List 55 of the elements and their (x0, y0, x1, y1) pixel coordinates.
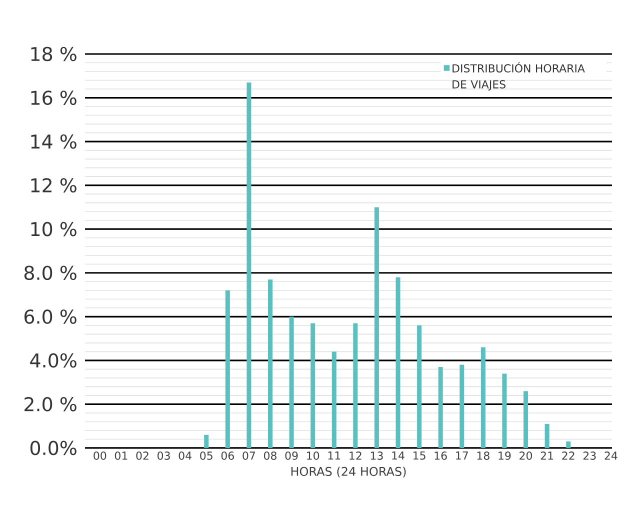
bar (204, 434, 209, 448)
x-tick-label: 10 (307, 452, 320, 460)
y-tick-label: 18 % (31, 46, 76, 62)
legend-label: DISTRIBUCIÓN HORARIA DE VIAJES (452, 62, 585, 91)
bar (460, 364, 464, 448)
bar (310, 323, 316, 448)
bar (353, 323, 358, 448)
y-tick-label: 14 % (31, 134, 76, 149)
x-tick-label: 24 (604, 452, 618, 460)
y-tick-label: 4.0% (30, 353, 76, 368)
x-tick-label: 05 (200, 452, 212, 460)
bar (268, 279, 272, 448)
bar (566, 441, 571, 448)
x-tick-label: 09 (285, 452, 298, 460)
x-tick-label: 00 (94, 452, 106, 460)
y-tick-label: 6.0 % (24, 309, 76, 324)
x-tick-label: 16 (434, 452, 447, 460)
bar (246, 82, 252, 448)
y-tick-label: 10 % (31, 222, 76, 236)
x-tick-label: 12 (350, 452, 362, 460)
x-tick-label: 19 (498, 452, 511, 460)
x-tick-label: 06 (221, 452, 234, 460)
bar (289, 316, 294, 448)
y-tick-label: 8.0 % (24, 266, 76, 280)
y-tick-label: 12 % (31, 178, 76, 193)
y-tick-label: 2.0 % (24, 397, 76, 412)
bar (524, 391, 528, 448)
x-tick-label: 04 (178, 452, 192, 460)
x-tick-label: 02 (136, 452, 148, 460)
x-tick-label: 17 (456, 452, 468, 460)
x-tick-label: 14 (392, 452, 404, 460)
bar (225, 290, 230, 448)
bar (332, 352, 336, 448)
x-tick-label: 20 (520, 452, 532, 460)
x-tick-label: 23 (583, 452, 596, 460)
x-tick-label: 08 (264, 452, 276, 460)
x-tick-label: 13 (370, 452, 383, 460)
x-tick-label: 21 (540, 452, 554, 460)
x-tick-label: 15 (414, 452, 426, 460)
x-axis-title: HORAS (24 HORAS) (291, 466, 406, 478)
x-tick-label: 22 (562, 452, 574, 460)
x-tick-label: 07 (242, 452, 256, 460)
x-tick-label: 01 (114, 452, 128, 460)
bar (438, 367, 443, 448)
x-tick-label: 18 (477, 452, 490, 460)
y-tick-label: 16 % (31, 90, 76, 105)
x-tick-label: 11 (328, 452, 340, 460)
x-tick-label: 03 (158, 452, 170, 460)
bar (417, 325, 422, 448)
bar (396, 277, 400, 448)
bar (502, 374, 507, 448)
y-tick-label: 0.0% (30, 440, 76, 456)
bar (544, 424, 550, 448)
bar (480, 347, 486, 448)
bar (374, 207, 379, 448)
